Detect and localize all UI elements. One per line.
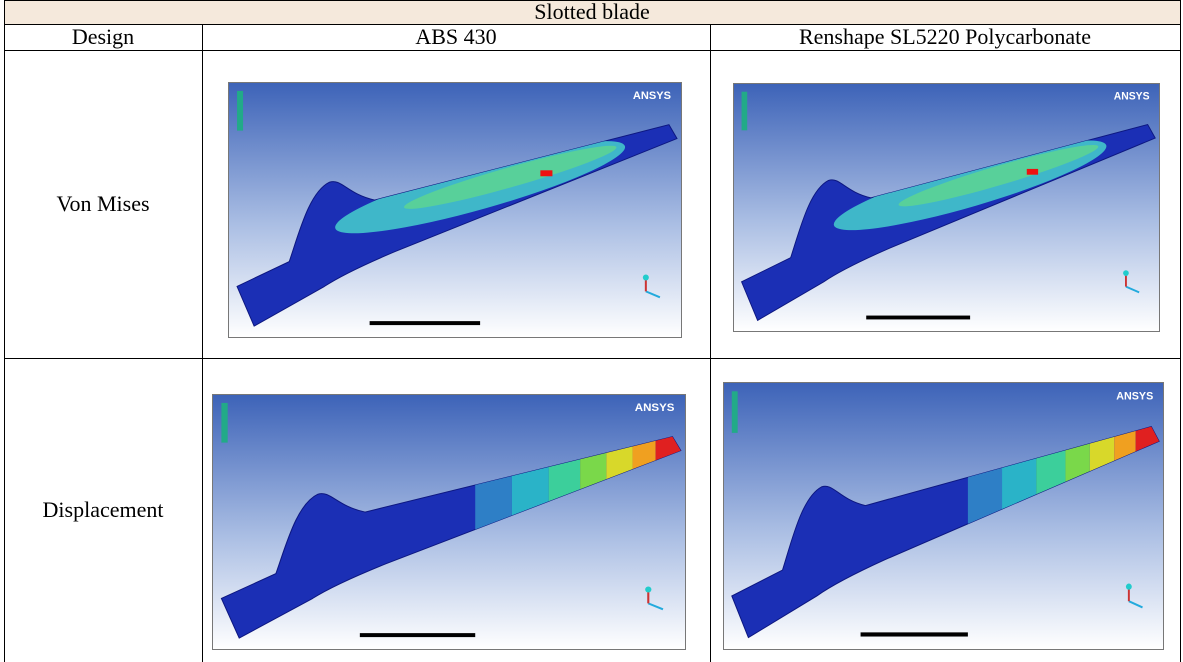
stress-figure: ANSYS — [228, 82, 682, 338]
rule — [4, 358, 1181, 359]
header-cell: ABS 430 — [202, 24, 710, 50]
logo: ANSYS — [633, 90, 671, 102]
header-cell: Renshape SL5220 Polycarbonate — [710, 24, 1180, 50]
logo: ANSYS — [635, 402, 675, 414]
rule — [4, 0, 1181, 1]
table-title: Slotted blade — [4, 0, 1180, 24]
rule — [4, 50, 1181, 51]
header-cell: Design — [4, 24, 202, 50]
rule — [202, 24, 203, 662]
stress-figure: ANSYS — [733, 83, 1160, 332]
page: Slotted blade Design ABS 430 Renshape SL… — [0, 0, 1183, 662]
rule — [4, 24, 1181, 25]
displacement-figure: ANSYS — [212, 394, 686, 650]
rule — [710, 24, 711, 662]
row-label: Displacement — [4, 358, 202, 662]
displacement-figure: ANSYS — [723, 382, 1164, 650]
rule — [1180, 0, 1181, 662]
logo: ANSYS — [1116, 390, 1153, 402]
rule — [4, 0, 5, 662]
row-label: Von Mises — [4, 50, 202, 358]
logo: ANSYS — [1114, 90, 1150, 102]
